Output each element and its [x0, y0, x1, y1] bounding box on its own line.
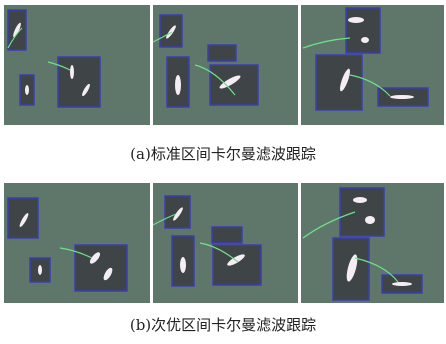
- blob: [361, 37, 369, 43]
- box: [208, 45, 236, 61]
- blob: [180, 257, 186, 273]
- box: [75, 245, 127, 291]
- blob: [25, 85, 29, 95]
- blob: [365, 216, 375, 224]
- box: [212, 227, 242, 243]
- blob: [392, 282, 412, 286]
- box: [210, 65, 258, 105]
- box: [213, 245, 261, 285]
- caption: (b)次优区间卡尔曼滤波跟踪: [130, 316, 316, 334]
- blob: [175, 75, 181, 95]
- box: [316, 55, 362, 110]
- row-a: [4, 5, 444, 125]
- box: [340, 188, 384, 236]
- box: [58, 57, 100, 107]
- blob: [38, 265, 42, 275]
- page: (a)标准区间卡尔曼滤波跟踪 (b)次优区间卡尔曼滤波跟踪 (() => { c…: [0, 0, 446, 344]
- caption: (a)标准区间卡尔曼滤波跟踪: [130, 145, 316, 163]
- box: [346, 8, 380, 53]
- row-b: [4, 183, 444, 303]
- blob: [70, 65, 74, 79]
- blob: [390, 95, 414, 99]
- figure: (a)标准区间卡尔曼滤波跟踪 (b)次优区间卡尔曼滤波跟踪: [0, 0, 446, 344]
- blob: [353, 197, 367, 203]
- blob: [348, 17, 364, 23]
